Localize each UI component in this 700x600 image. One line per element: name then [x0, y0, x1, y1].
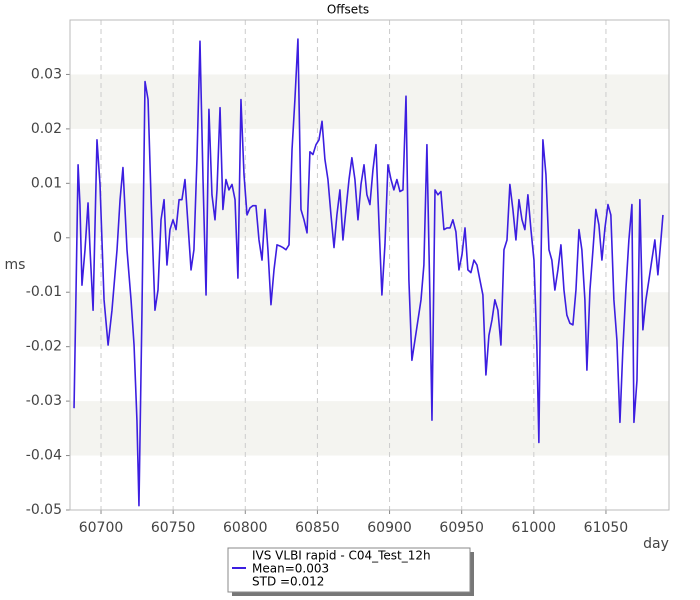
y-axis-label: ms — [5, 257, 26, 273]
data-line — [73, 38, 664, 507]
chart-title: Offsets — [327, 3, 369, 17]
legend-stat: Mean=0.003 — [252, 562, 329, 576]
x-tick-label: 61050 — [584, 520, 629, 536]
y-tick-label: 0.02 — [31, 121, 62, 137]
x-tick-label: 60950 — [439, 520, 484, 536]
grid-band — [70, 292, 669, 347]
legend-stat: STD =0.012 — [252, 575, 324, 589]
legend: IVS VLBI rapid - C04_Test_12h Mean=0.003… — [227, 547, 474, 596]
x-tick-label: 60750 — [151, 520, 196, 536]
y-tick-label: -0.04 — [26, 448, 62, 464]
y-tick-label: 0 — [53, 230, 62, 246]
x-tick-label: 60900 — [367, 520, 412, 536]
legend-box — [227, 547, 471, 593]
grid-band — [70, 74, 669, 129]
y-tick-label: 0.01 — [31, 175, 62, 191]
plot-border — [69, 19, 670, 511]
x-tick-label: 60800 — [223, 520, 268, 536]
x-axis-label: day — [643, 536, 669, 552]
y-tick-label: -0.02 — [26, 339, 62, 355]
y-tick-label: -0.01 — [26, 284, 62, 300]
y-tick-label: 0.03 — [31, 66, 62, 82]
grid-band — [70, 401, 669, 456]
x-tick-label: 60850 — [295, 520, 340, 536]
x-tick-label: 61000 — [512, 520, 557, 536]
y-tick-label: -0.03 — [26, 393, 62, 409]
x-tick-label: 60700 — [79, 520, 124, 536]
legend-label: IVS VLBI rapid - C04_Test_12h — [252, 549, 431, 563]
y-tick-label: -0.05 — [26, 502, 62, 518]
